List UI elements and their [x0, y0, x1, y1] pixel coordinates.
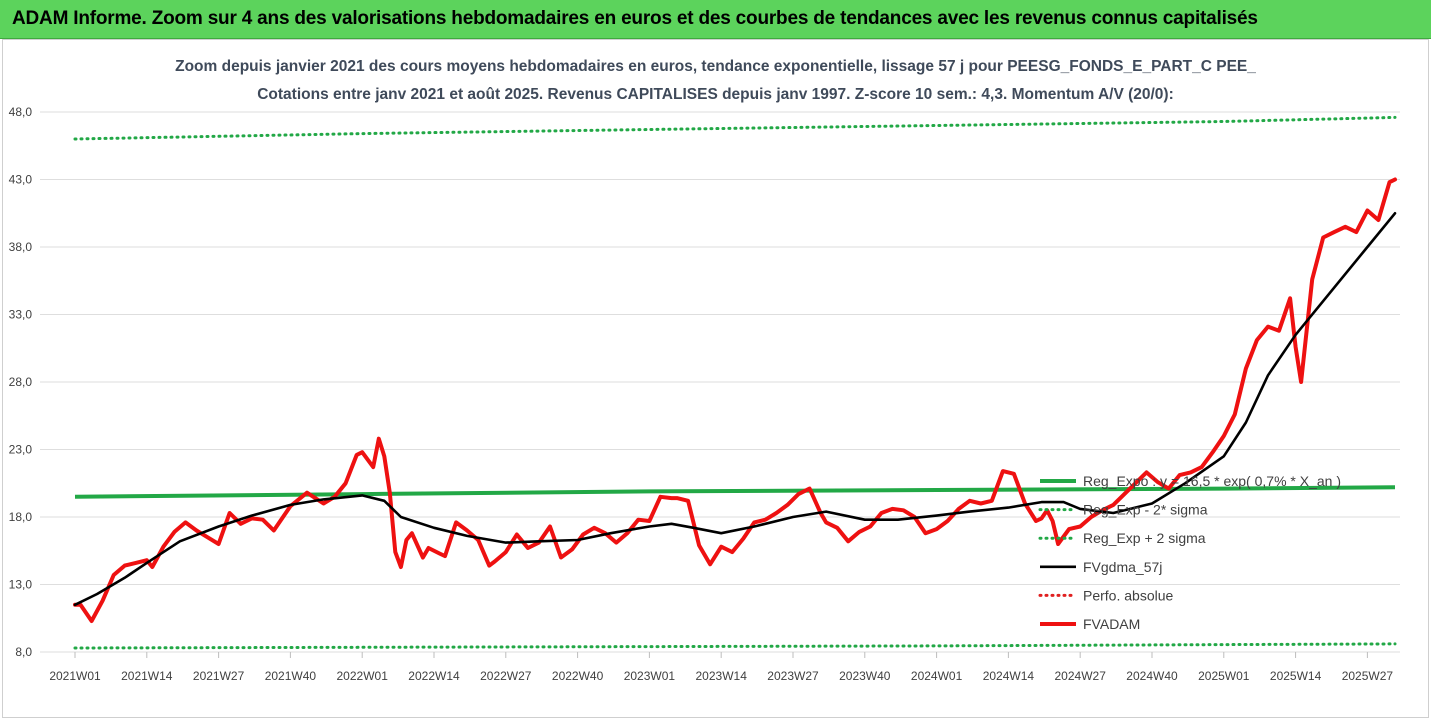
- chart-title: Zoom depuis janvier 2021 des cours moyen…: [175, 58, 1256, 75]
- report-title: ADAM Informe. Zoom sur 4 ans des valoris…: [12, 8, 1258, 29]
- x-tick-label: 2024W27: [1055, 669, 1107, 683]
- x-tick-label: 2025W01: [1198, 669, 1250, 683]
- legend-label-5: FVADAM: [1083, 616, 1140, 632]
- legend-label-4: Perfo. absolue: [1083, 587, 1173, 603]
- x-tick-label: 2021W14: [121, 669, 173, 683]
- chart-frame: [2, 39, 1429, 718]
- y-tick-label: 28,0: [9, 375, 33, 389]
- legend-label-2: Reg_Exp + 2 sigma: [1083, 530, 1206, 546]
- x-tick-label: 2021W27: [193, 669, 245, 683]
- x-tick-label: 2022W01: [337, 669, 389, 683]
- series-line-0: [74, 485, 1396, 499]
- x-tick-label: 2022W14: [408, 669, 460, 683]
- x-tick-label: 2025W14: [1270, 669, 1322, 683]
- series-lines: [73, 115, 1397, 650]
- x-tick-label: 2023W01: [624, 669, 676, 683]
- x-tick-label: 2024W40: [1126, 669, 1178, 683]
- y-tick-label: 23,0: [9, 443, 33, 457]
- x-tick-label: 2022W40: [552, 669, 604, 683]
- x-tick-label: 2024W01: [911, 669, 963, 683]
- chart-gridlines: [40, 111, 1400, 653]
- x-axis: 2021W01 2021W14 2021W27 2021W40 2022W01 2022W…: [49, 652, 1393, 683]
- x-tick-label: 2023W14: [696, 669, 748, 683]
- series-line-5: [73, 177, 1397, 623]
- y-tick-label: 43,0: [9, 173, 33, 187]
- x-tick-label: 2024W14: [983, 669, 1035, 683]
- x-tick-label: 2022W27: [480, 669, 532, 683]
- legend-label-0: Reg_Expo : y = 16,5 * exp( 0,7% * X_an ): [1083, 473, 1341, 489]
- series-line-3: [73, 212, 1397, 607]
- y-tick-label: 18,0: [9, 510, 33, 524]
- x-tick-label: 2025W27: [1342, 669, 1394, 683]
- series-line-1: [73, 642, 1397, 650]
- chart-subtitle: Cotations entre janv 2021 et août 2025. …: [257, 86, 1174, 103]
- x-tick-label: 2021W01: [49, 669, 101, 683]
- series-line-2: [73, 115, 1397, 141]
- x-tick-label: 2021W40: [265, 669, 317, 683]
- y-tick-label: 33,0: [9, 308, 33, 322]
- legend-label-1: Reg_Exp - 2* sigma: [1083, 502, 1208, 518]
- y-tick-label: 48,0: [9, 105, 33, 119]
- y-tick-label: 8,0: [15, 645, 32, 659]
- y-axis: 8,0 13,0 18,0 23,0 28,0 33,0 38,0 43,0 48,0: [9, 105, 33, 659]
- x-tick-label: 2023W27: [767, 669, 819, 683]
- report-header-bar: ADAM Informe. Zoom sur 4 ans des valoris…: [0, 0, 1431, 39]
- chart-legend[interactable]: Reg_Expo : y = 16,5 * exp( 0,7% * X_an )…: [1038, 473, 1341, 632]
- y-tick-label: 13,0: [9, 578, 33, 592]
- x-tick-label: 2023W40: [839, 669, 891, 683]
- y-tick-label: 38,0: [9, 240, 33, 254]
- legend-label-3: FVgdma_57j: [1083, 559, 1162, 575]
